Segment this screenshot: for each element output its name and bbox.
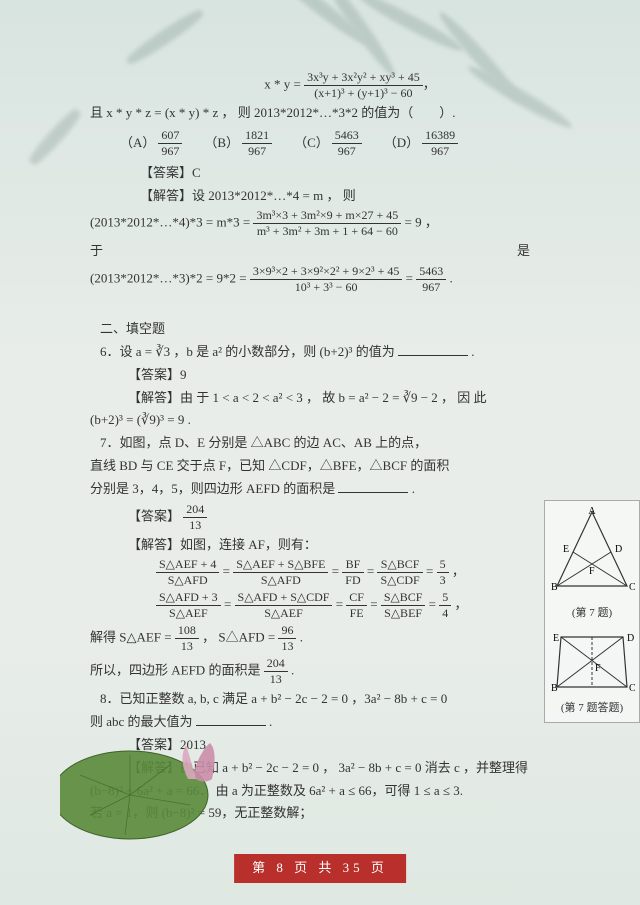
top-formula: x * y = 3x³y + 3x²y² + xy³ + 45 (x+1)³ +… [100, 70, 600, 101]
figure-1-svg: A B C D E F [549, 506, 635, 602]
sol-eq1: (2013*2012*…*4)*3 = m*3 = 3m³×3 + 3m²×9 … [90, 208, 600, 239]
q6-sol-a: 【解答】由 于 1 < a < 2 < a² < 3 ， 故 b = a² − … [128, 388, 600, 409]
q7-conclude: 所以，四边形 AEFD 的面积是 20413 . [90, 656, 600, 687]
q8-sol-b: (b−8)² + 6a² + a = 66． 由 a 为正整数及 6a² + a… [90, 781, 600, 802]
answer-row: 【答案】C [140, 163, 600, 184]
q8-sol-a: 【解答】由已知 a + b² − 2c − 2 = 0 ， 3a² − 8b +… [128, 758, 600, 779]
svg-text:D: D [615, 544, 622, 555]
page-content: x * y = 3x³y + 3x²y² + xy³ + 45 (x+1)³ +… [100, 70, 600, 826]
page-footer: 第 8 页 共 35 页 [234, 854, 406, 883]
q7-solve: 解得 S△AEF = 10813 ， S△AFD = 9613 . [90, 623, 600, 654]
sol-eq2: (2013*2012*…*3)*2 = 9*2 = 3×9³×2 + 3×9²×… [90, 264, 600, 295]
svg-text:C: C [629, 582, 635, 593]
section-2-title: 二、填空题 [100, 319, 600, 340]
svg-text:D: D [627, 633, 634, 644]
q7-sol-intro: 【解答】如图，连接 AF，则有： [128, 535, 600, 556]
q7-answer: 【答案】 20413 [128, 502, 600, 533]
sol-mid: 于是 [90, 241, 530, 262]
q7-eq1: S△AEF + 4S△AFD = S△AEF + S△BFES△AFD = BF… [156, 557, 600, 588]
svg-text:E: E [563, 544, 569, 555]
fig1-caption: (第 7 题) [547, 605, 637, 623]
q-stem: 且 x * y * z = (x * y) * z ， 则 2013*2012*… [90, 103, 600, 124]
figure-panel: A B C D E F (第 7 题) E D B C F (第 7 题答题) [544, 500, 640, 723]
fig2-caption: (第 7 题答题) [547, 700, 637, 718]
svg-text:B: B [551, 582, 558, 593]
q6-answer: 【答案】9 [128, 365, 600, 386]
options-row: （A） 607967 （B） 1821967 （C） 5463967 （D） 1… [120, 128, 600, 159]
option-c: （C） 5463967 [294, 128, 362, 159]
svg-text:F: F [595, 663, 601, 674]
svg-text:B: B [551, 683, 558, 694]
q7-blank [338, 492, 408, 493]
q8-a: 8．已知正整数 a, b, c 满足 a + b² − 2c − 2 = 0 ，… [100, 689, 600, 710]
q8-b: 则 abc 的最大值为 . [90, 712, 600, 733]
figure-2-svg: E D B C F [549, 631, 635, 697]
q6-stem: 6．设 a = ∛3 ，b 是 a² 的小数部分，则 (b+2)³ 的值为 . [100, 342, 600, 363]
q8-blank [196, 725, 266, 726]
formula-frac: 3x³y + 3x²y² + xy³ + 45 (x+1)³ + (y+1)³ … [304, 70, 423, 101]
q7-eq2: S△AFD + 3S△AEF = S△AFD + S△CDFS△AEF = CF… [156, 590, 600, 621]
option-d: （D） 16389967 [384, 128, 458, 159]
q7-b: 直线 BD 与 CE 交于点 F，已知 △CDF，△BFE，△BCF 的面积 [90, 456, 490, 477]
svg-text:E: E [553, 633, 559, 644]
sol-intro: 【解答】设 2013*2012*…*4 = m ， 则 [140, 186, 600, 207]
q8-sol-c: 若 a = 1，则 (b−8)² = 59，无正整数解； [90, 803, 600, 824]
svg-text:A: A [588, 506, 596, 517]
q7-a: 7．如图，点 D、E 分别是 △ABC 的边 AC、AB 上的点， [100, 433, 480, 454]
svg-text:F: F [589, 566, 595, 577]
svg-text:C: C [629, 683, 635, 694]
option-a: （A） 607967 [120, 128, 182, 159]
q6-blank [398, 355, 468, 356]
q8-answer: 【答案】2013 [128, 735, 600, 756]
formula-lhs: x * y = [264, 76, 301, 91]
option-b: （B） 1821967 [204, 128, 272, 159]
q7-c: 分别是 3，4，5，则四边形 AEFD 的面积是 . [90, 479, 490, 500]
q6-sol-b: (b+2)³ = (∛9)³ = 9 . [90, 410, 600, 431]
